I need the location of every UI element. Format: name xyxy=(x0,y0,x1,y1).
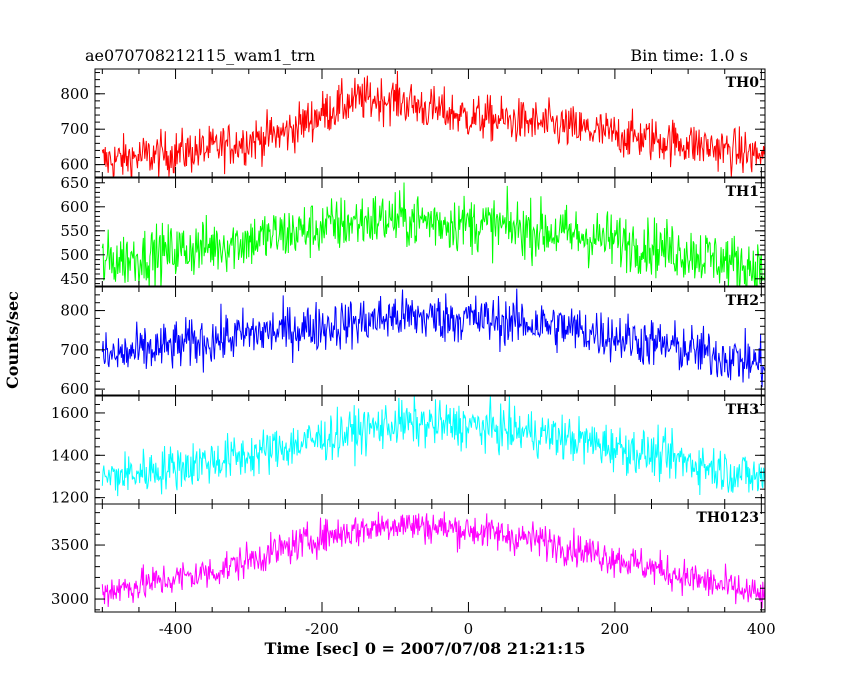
chart-title-left: ae070708212115_wam1_trn xyxy=(85,46,315,65)
panels-group: 600700800TH0450500550600650TH1600700800T… xyxy=(51,68,766,613)
y-axis-title: Counts/sec xyxy=(3,291,22,389)
panel-frame xyxy=(94,503,766,613)
panel-frame xyxy=(94,177,766,287)
x-tick-label: 200 xyxy=(601,620,630,638)
y-tick-label: 3500 xyxy=(51,536,89,554)
y-tick-label: 700 xyxy=(60,341,89,359)
panel-th0123: 3000 3500 TH0123 xyxy=(51,503,766,613)
panel-th1: 450 500 550 600 650 TH1 xyxy=(60,174,766,288)
panel-th0: 600 700 800 TH0 xyxy=(60,68,766,178)
panel-frame xyxy=(94,286,766,396)
panel-th2: 600 700 800 TH2 xyxy=(60,286,766,398)
y-tick-label: 450 xyxy=(60,270,89,288)
series-label-th0: TH0 xyxy=(726,75,760,91)
x-tick-label: 400 xyxy=(747,620,776,638)
y-tick-label: 1200 xyxy=(51,489,89,507)
y-tick-label: 550 xyxy=(60,222,89,240)
y-tick-label: 600 xyxy=(60,198,89,216)
x-tick-label: -200 xyxy=(305,620,339,638)
series-label-th2: TH2 xyxy=(726,293,759,309)
y-tick-label: 650 xyxy=(60,174,89,192)
y-tick-label: 800 xyxy=(60,302,89,320)
chart-title-right: Bin time: 1.0 s xyxy=(630,46,748,65)
series-label-th1: TH1 xyxy=(726,184,759,200)
x-axis: -400 -200 0 200 400 xyxy=(159,620,776,638)
panel-th3: 1200 1400 1600 TH3 xyxy=(51,395,766,507)
y-tick-label: 800 xyxy=(60,85,89,103)
x-tick-label: -400 xyxy=(159,620,193,638)
panel-frame xyxy=(94,68,766,178)
y-tick-label: 600 xyxy=(60,156,89,174)
series-line-th2 xyxy=(101,288,765,388)
series-label-th0123: TH0123 xyxy=(696,510,759,526)
series-label-th3: TH3 xyxy=(726,402,759,418)
x-tick-label: 0 xyxy=(464,620,474,638)
x-axis-title: Time [sec] 0 = 2007/07/08 21:21:15 xyxy=(265,639,586,658)
series-line-th3 xyxy=(101,396,765,497)
y-tick-label: 1400 xyxy=(51,446,89,464)
y-tick-label: 500 xyxy=(60,246,89,264)
y-tick-label: 700 xyxy=(60,120,89,138)
series-line-th0 xyxy=(101,71,765,177)
series-line-th1 xyxy=(101,182,765,286)
y-tick-label: 600 xyxy=(60,380,89,398)
y-tick-label: 1600 xyxy=(51,404,89,422)
series-line-th0123 xyxy=(101,511,765,609)
y-tick-label: 3000 xyxy=(51,590,89,608)
